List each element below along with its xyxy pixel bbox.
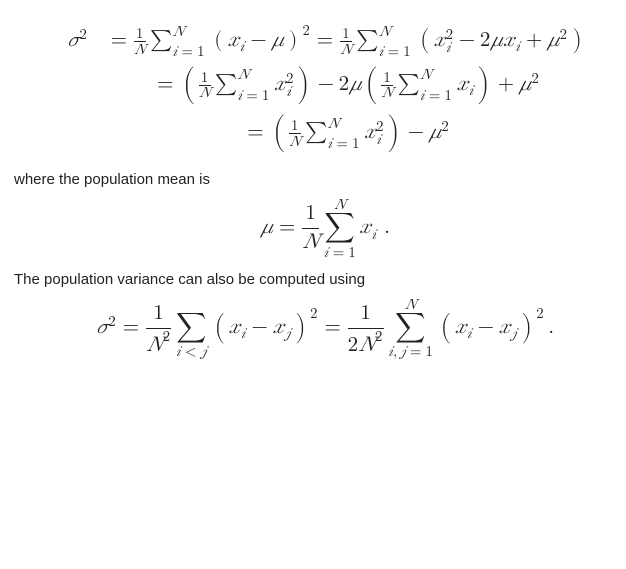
population-mean-eq: μ = 1N ∑ i=1 N xi . [42,198,612,257]
sigma: σ [67,36,79,47]
exp-2: 2 [79,29,86,39]
population-variance-alt-eq: σ2 = 1 N2 ∑ i<j ( xi − xj ) 2 = 1 2N2 ∑ … [42,298,612,361]
num-1: 1 [136,28,143,38]
sum: ∑ [150,30,172,52]
text-population-variance-alt: The population variance can also be comp… [14,271,612,288]
variance-derivation: σ 2 = 1 N ∑ i=1 N ( xi − μ ) 2 = 1 N ∑ i… [42,20,612,157]
text-population-mean: where the population mean is [14,171,612,188]
eq: = [111,38,127,43]
den-N: N [134,43,146,54]
